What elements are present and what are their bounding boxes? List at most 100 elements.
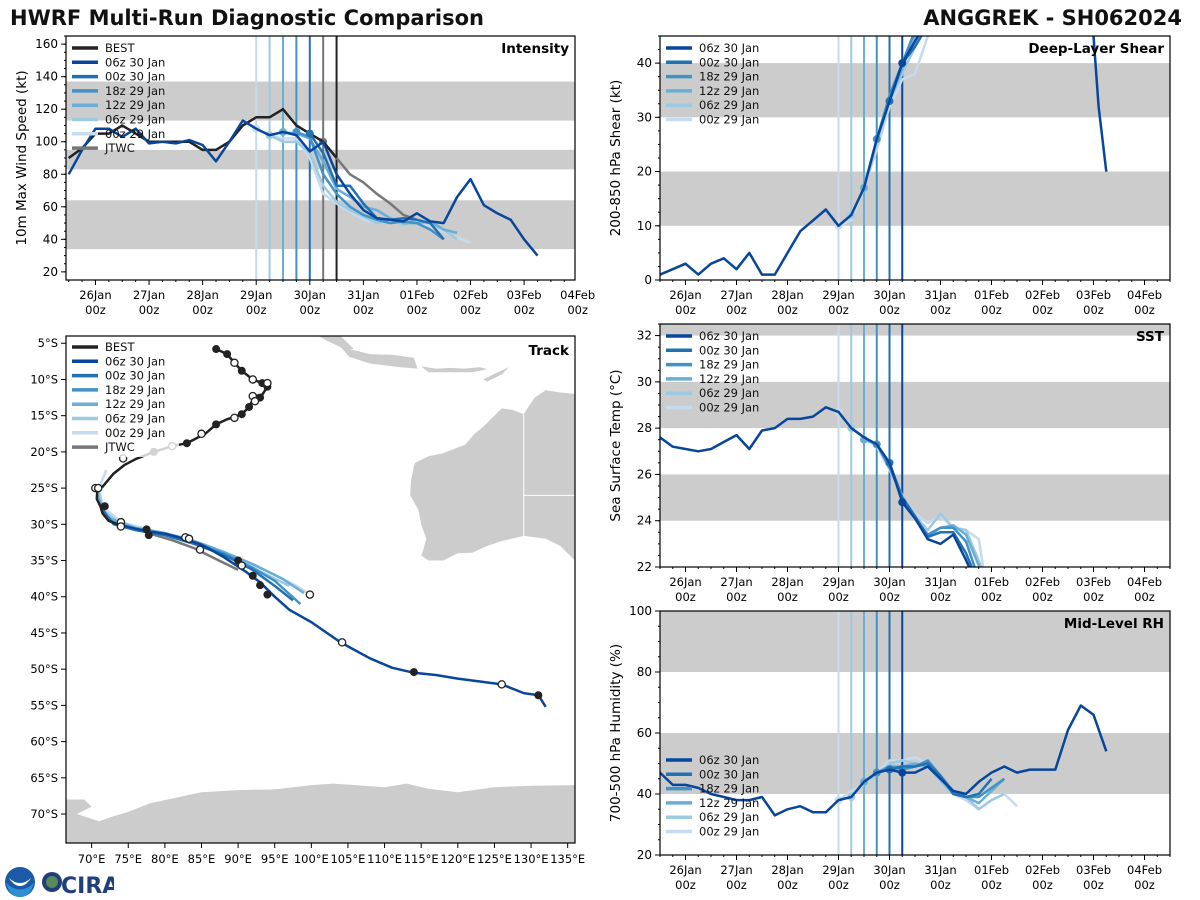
panel-title: Intensity (501, 41, 569, 57)
legend-label: 12z 29 Jan (699, 84, 759, 98)
map-area (66, 336, 575, 843)
series-line (1092, 36, 1108, 172)
track-marker-open (230, 358, 239, 368)
y-tick-label: 60 (43, 200, 58, 214)
track-marker-filled (144, 531, 153, 540)
x-tick-label: 26Jan 00z (669, 575, 701, 604)
legend-label: 00z 30 Jan (699, 55, 759, 69)
x-tick-label: 01Feb 00z (399, 288, 434, 317)
shaded-band (660, 171, 1170, 226)
x-tick-label: 01Feb 00z (974, 863, 1009, 892)
x-tick-label: 85°E (188, 852, 216, 866)
svg-text:CIRA: CIRA (61, 874, 114, 898)
chart-intensity: 20 40 60 80 100 120 140 160 26Jan 00z 27Jan 00z 28Ja… (14, 35, 595, 317)
noaa-cira-logo: CIRA (5, 867, 114, 898)
init-marker (898, 59, 907, 68)
panel-title: Mid-Level RH (1064, 616, 1164, 632)
x-tick-label: 125°E (477, 852, 512, 866)
x-tick-label: 30Jan 00z (873, 288, 905, 317)
x-tick-label: 110°E (367, 852, 402, 866)
map-frame (65, 335, 576, 844)
x-tick-label: 29Jan 00z (240, 288, 272, 317)
legend-label: 06z 30 Jan (105, 55, 165, 69)
shaded-band (66, 200, 575, 250)
y-axis-label: 700-500 hPa Humidity (%) (608, 644, 624, 822)
x-tick-label: 04Feb 00z (560, 288, 595, 317)
y-tick-label: 80 (637, 665, 652, 679)
x-tick-label: 29Jan 00z (822, 863, 854, 892)
java-landmass (340, 346, 418, 369)
x-tick-label: 01Feb 00z (974, 575, 1009, 604)
y-tick-label: 15°S (30, 409, 58, 423)
plot-area (660, 611, 1170, 855)
y-tick-label: 30°S (30, 517, 58, 531)
x-tick-label: 03Feb 00z (507, 288, 542, 317)
x-tick-label: 80°E (151, 852, 179, 866)
track-line (117, 523, 547, 708)
x-tick-label: 04Feb 00z (1127, 863, 1162, 892)
storm-id-title: ANGGREK - SH062024 (923, 6, 1182, 30)
legend-label: 12z 29 Jan (699, 372, 759, 386)
legend-label: 00z 29 Jan (105, 426, 165, 440)
chart-shear: 0 10 20 30 40 26Jan 00z 27Jan 00z 28Jan 00z 29Jan 00… (608, 35, 1171, 317)
track-marker-filled (182, 439, 191, 448)
x-tick-label: 04Feb 00z (1127, 575, 1162, 604)
panel-title: Track (529, 343, 570, 359)
y-tick-label: 80 (43, 167, 58, 181)
track-marker-open (263, 378, 272, 388)
shaded-band (660, 381, 1170, 429)
x-tick-label: 95°E (261, 852, 289, 866)
y-tick-label: 60°S (30, 735, 58, 749)
x-tick-label: 90°E (224, 852, 252, 866)
y-tick-label: 50°S (30, 662, 58, 676)
y-tick-label: 22 (637, 560, 652, 574)
legend-label: 18z 29 Jan (699, 782, 759, 796)
noaa-logo-icon (5, 867, 35, 897)
y-axis-label: Sea Surface Temp (°C) (608, 369, 624, 521)
plot-area (66, 36, 575, 280)
track-marker-filled (223, 350, 232, 359)
legend-label: BEST (105, 340, 135, 354)
series-line (660, 36, 920, 276)
x-tick-label: 29Jan 00z (822, 575, 854, 604)
chart-sst: 22 24 26 28 30 32 26Jan 00z 27Jan 00z 28Jan 00z 29Ja… (608, 323, 1171, 604)
legend-label: 06z 29 Jan (699, 98, 759, 112)
x-tick-label: 26Jan 00z (669, 863, 701, 892)
track-marker-filled (212, 345, 221, 354)
track-marker-filled (100, 502, 109, 511)
init-marker (898, 498, 907, 507)
chart-rh: 20 40 60 80 100 26Jan 00z 27Jan 00z 28Jan 00z 29Jan… (608, 604, 1171, 892)
track-marker-open (197, 429, 206, 439)
track-marker-filled (263, 590, 272, 599)
y-tick-label: 30 (637, 110, 652, 124)
shaded-band (660, 324, 1170, 336)
x-tick-label: 30Jan 00z (873, 863, 905, 892)
x-tick-label: 100°E (294, 852, 329, 866)
y-tick-label: 26 (637, 467, 652, 481)
legend-label: 00z 30 Jan (105, 369, 165, 383)
track-marker-open (195, 545, 205, 554)
plot-area (660, 324, 1170, 567)
track-marker-open (116, 522, 126, 531)
legend-label: JTWC (104, 440, 135, 454)
cira-logo-icon: CIRA (42, 872, 114, 898)
x-tick-label: 02Feb 00z (453, 288, 488, 317)
track-marker-filled (409, 668, 418, 677)
init-marker (305, 129, 314, 138)
y-tick-label: 5°S (38, 336, 58, 350)
legend-label: 06z 29 Jan (699, 386, 759, 400)
series-line (67, 119, 539, 257)
y-tick-label: 120 (35, 102, 58, 116)
australia-landmass (410, 390, 575, 561)
series-line (889, 762, 993, 799)
x-tick-label: 28Jan 00z (771, 863, 803, 892)
track-marker-filled (245, 402, 254, 411)
legend-label: 00z 30 Jan (699, 767, 759, 781)
x-tick-label: 26Jan 00z (669, 288, 701, 317)
x-tick-label: 115°E (404, 852, 439, 866)
track-marker-open (93, 483, 103, 493)
